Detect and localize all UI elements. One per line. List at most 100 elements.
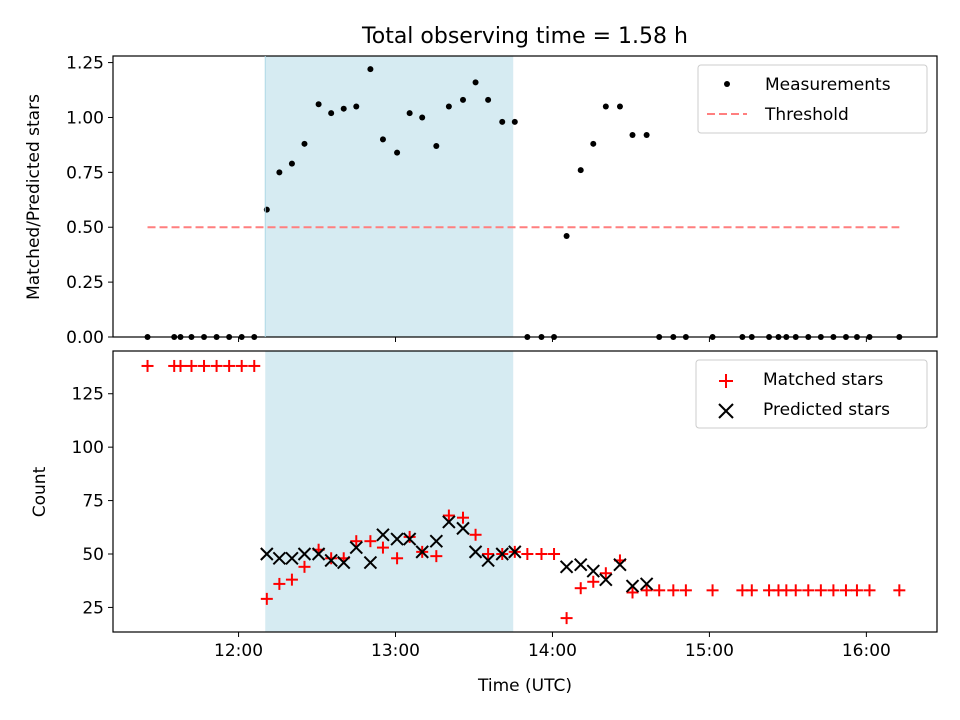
- measurement-point: [445, 103, 452, 110]
- predicted-star-marker: [625, 579, 640, 593]
- bottom-x-ticks: 12:00 13:00 14:00 15:00 16:00: [214, 632, 891, 661]
- matched-star-marker: [273, 577, 286, 590]
- measurement-point: [315, 101, 322, 108]
- matched-star-marker: [893, 584, 906, 597]
- bottom-legend: Matched stars Predicted stars: [695, 359, 928, 429]
- top-legend-box: [697, 64, 928, 134]
- predicted-star-marker: [324, 553, 338, 568]
- matched-star-marker: [325, 552, 338, 565]
- matched-star-marker: [141, 359, 154, 372]
- measurement-point: [643, 132, 650, 139]
- measurement-point: [301, 140, 308, 147]
- measurement-point: [590, 140, 597, 147]
- legend-measurements-marker: [724, 81, 730, 87]
- top-legend: Measurements Threshold: [697, 64, 928, 134]
- predicted-star-marker: [390, 532, 404, 546]
- predicted-star-marker: [599, 572, 613, 587]
- matched-star-marker: [706, 584, 719, 597]
- matched-star-marker: [482, 548, 495, 561]
- measurement-point: [472, 79, 479, 86]
- predicted-star-marker: [349, 540, 363, 555]
- matched-star-marker: [640, 584, 653, 597]
- matched-star-marker: [850, 584, 863, 597]
- top-axes-frame: [112, 55, 938, 338]
- matched-star-marker: [457, 511, 470, 524]
- predicted-star-marker: [639, 577, 654, 591]
- matched-star-marker: [442, 509, 455, 522]
- matched-star-marker: [667, 584, 680, 597]
- predicted-star-marker: [586, 564, 600, 578]
- measurement-point: [263, 206, 270, 213]
- matched-star-marker: [376, 541, 389, 554]
- predicted-star-marker: [363, 555, 378, 570]
- matched-star-marker: [827, 584, 840, 597]
- measurement-point: [433, 143, 440, 150]
- measurement-point: [288, 160, 295, 167]
- measurement-point: [499, 118, 506, 125]
- matched-star-marker: [548, 548, 561, 561]
- matched-star-marker: [521, 548, 534, 561]
- legend-predicted-marker: [718, 403, 734, 419]
- matched-star-marker: [260, 592, 273, 605]
- y-tick-label: 0.75: [66, 163, 104, 183]
- predicted-star-marker: [285, 551, 299, 565]
- top-x-ticks: [238, 337, 867, 342]
- measurement-point: [353, 103, 360, 110]
- predicted-star-marker: [468, 545, 483, 559]
- matched-star-marker: [679, 584, 692, 597]
- matched-star-marker: [745, 584, 758, 597]
- y-tick-label: 50: [82, 545, 104, 565]
- measurement-point: [328, 110, 335, 117]
- measurement-point: [602, 103, 609, 110]
- observing-span-bottom: [265, 351, 514, 632]
- matched-star-points: [141, 359, 906, 625]
- top-y-axis-label: Matched/Predicted stars: [24, 94, 44, 300]
- y-tick-label: 125: [72, 385, 104, 405]
- matched-star-marker: [285, 573, 298, 586]
- predicted-star-marker: [297, 547, 312, 561]
- x-axis-label: Time (UTC): [477, 676, 572, 696]
- predicted-star-marker: [260, 547, 274, 561]
- legend-threshold-label: Threshold: [764, 105, 849, 125]
- y-tick-label: 25: [82, 598, 104, 618]
- legend-matched-marker: [719, 374, 733, 388]
- x-tick-label: 16:00: [842, 641, 891, 661]
- matched-star-marker: [298, 560, 311, 573]
- matched-star-marker: [248, 359, 261, 372]
- predicted-star-points: [260, 515, 654, 593]
- predicted-star-marker: [559, 560, 574, 574]
- matched-star-marker: [802, 584, 815, 597]
- predicted-star-marker: [495, 547, 509, 561]
- measurement-point: [367, 66, 374, 73]
- y-tick-label: 1.00: [66, 108, 104, 128]
- predicted-star-marker: [508, 545, 522, 559]
- predicted-star-marker: [456, 521, 470, 536]
- matched-star-marker: [223, 359, 236, 372]
- predicted-star-marker: [376, 528, 390, 542]
- predicted-star-marker: [613, 557, 627, 572]
- matched-star-marker: [198, 359, 211, 372]
- measurement-point: [340, 105, 347, 112]
- y-tick-label: 0.00: [66, 328, 104, 348]
- predicted-star-marker: [429, 534, 444, 548]
- top-y-ticks: 0.00 0.25 0.50 0.75 1.00 1.25: [66, 54, 113, 348]
- measurement-point: [577, 167, 584, 174]
- legend-matched-label: Matched stars: [763, 370, 883, 390]
- x-tick-label: 12:00: [214, 641, 263, 661]
- measurement-point: [394, 149, 401, 156]
- y-tick-label: 100: [72, 438, 104, 458]
- x-tick-label: 13:00: [371, 641, 420, 661]
- matched-star-marker: [174, 359, 187, 372]
- matched-star-marker: [210, 359, 223, 372]
- predicted-star-marker: [337, 555, 351, 570]
- bottom-legend-box: [695, 359, 928, 429]
- measurement-point: [511, 118, 518, 125]
- measurement-point: [419, 114, 426, 121]
- y-tick-label: 1.25: [66, 54, 104, 74]
- predicted-star-marker: [415, 545, 429, 559]
- chart-title: Total observing time = 1.58 h: [361, 24, 688, 49]
- legend-predicted-label: Predicted stars: [763, 400, 890, 420]
- measurement-points: [144, 66, 903, 340]
- measurement-point: [460, 96, 467, 103]
- matched-star-marker: [626, 586, 639, 599]
